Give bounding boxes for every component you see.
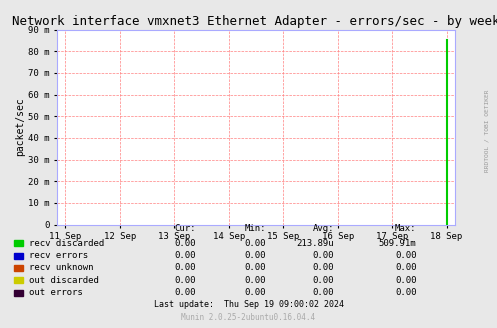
Text: 0.00: 0.00	[395, 276, 416, 285]
Text: out discarded: out discarded	[29, 276, 99, 285]
Text: 509.91m: 509.91m	[379, 239, 416, 248]
Title: Network interface vmxnet3 Ethernet Adapter - errors/sec - by week: Network interface vmxnet3 Ethernet Adapt…	[12, 15, 497, 28]
Text: 0.00: 0.00	[175, 276, 196, 285]
Text: Max:: Max:	[395, 224, 416, 233]
Text: Cur:: Cur:	[175, 224, 196, 233]
Text: RRDTOOL / TOBI OETIKER: RRDTOOL / TOBI OETIKER	[485, 90, 490, 173]
Text: 0.00: 0.00	[245, 239, 266, 248]
Text: Last update:  Thu Sep 19 09:00:02 2024: Last update: Thu Sep 19 09:00:02 2024	[154, 300, 343, 309]
Text: 0.00: 0.00	[175, 288, 196, 297]
Text: 0.00: 0.00	[313, 263, 334, 273]
Text: 0.00: 0.00	[245, 276, 266, 285]
Text: Avg:: Avg:	[313, 224, 334, 233]
Text: recv unknown: recv unknown	[29, 263, 93, 273]
Text: 0.00: 0.00	[175, 239, 196, 248]
Text: recv discarded: recv discarded	[29, 239, 104, 248]
Text: 0.00: 0.00	[313, 288, 334, 297]
Text: 0.00: 0.00	[175, 251, 196, 260]
Text: 0.00: 0.00	[245, 263, 266, 273]
Text: Munin 2.0.25-2ubuntu0.16.04.4: Munin 2.0.25-2ubuntu0.16.04.4	[181, 313, 316, 322]
Text: 213.89u: 213.89u	[296, 239, 334, 248]
Text: 0.00: 0.00	[395, 263, 416, 273]
Text: 0.00: 0.00	[175, 263, 196, 273]
Text: 0.00: 0.00	[395, 251, 416, 260]
Text: out errors: out errors	[29, 288, 83, 297]
Text: 0.00: 0.00	[395, 288, 416, 297]
Text: 0.00: 0.00	[313, 251, 334, 260]
Y-axis label: packet/sec: packet/sec	[15, 98, 25, 156]
Text: recv errors: recv errors	[29, 251, 88, 260]
Text: 0.00: 0.00	[245, 251, 266, 260]
Text: 0.00: 0.00	[245, 288, 266, 297]
Text: 0.00: 0.00	[313, 276, 334, 285]
Text: Min:: Min:	[245, 224, 266, 233]
